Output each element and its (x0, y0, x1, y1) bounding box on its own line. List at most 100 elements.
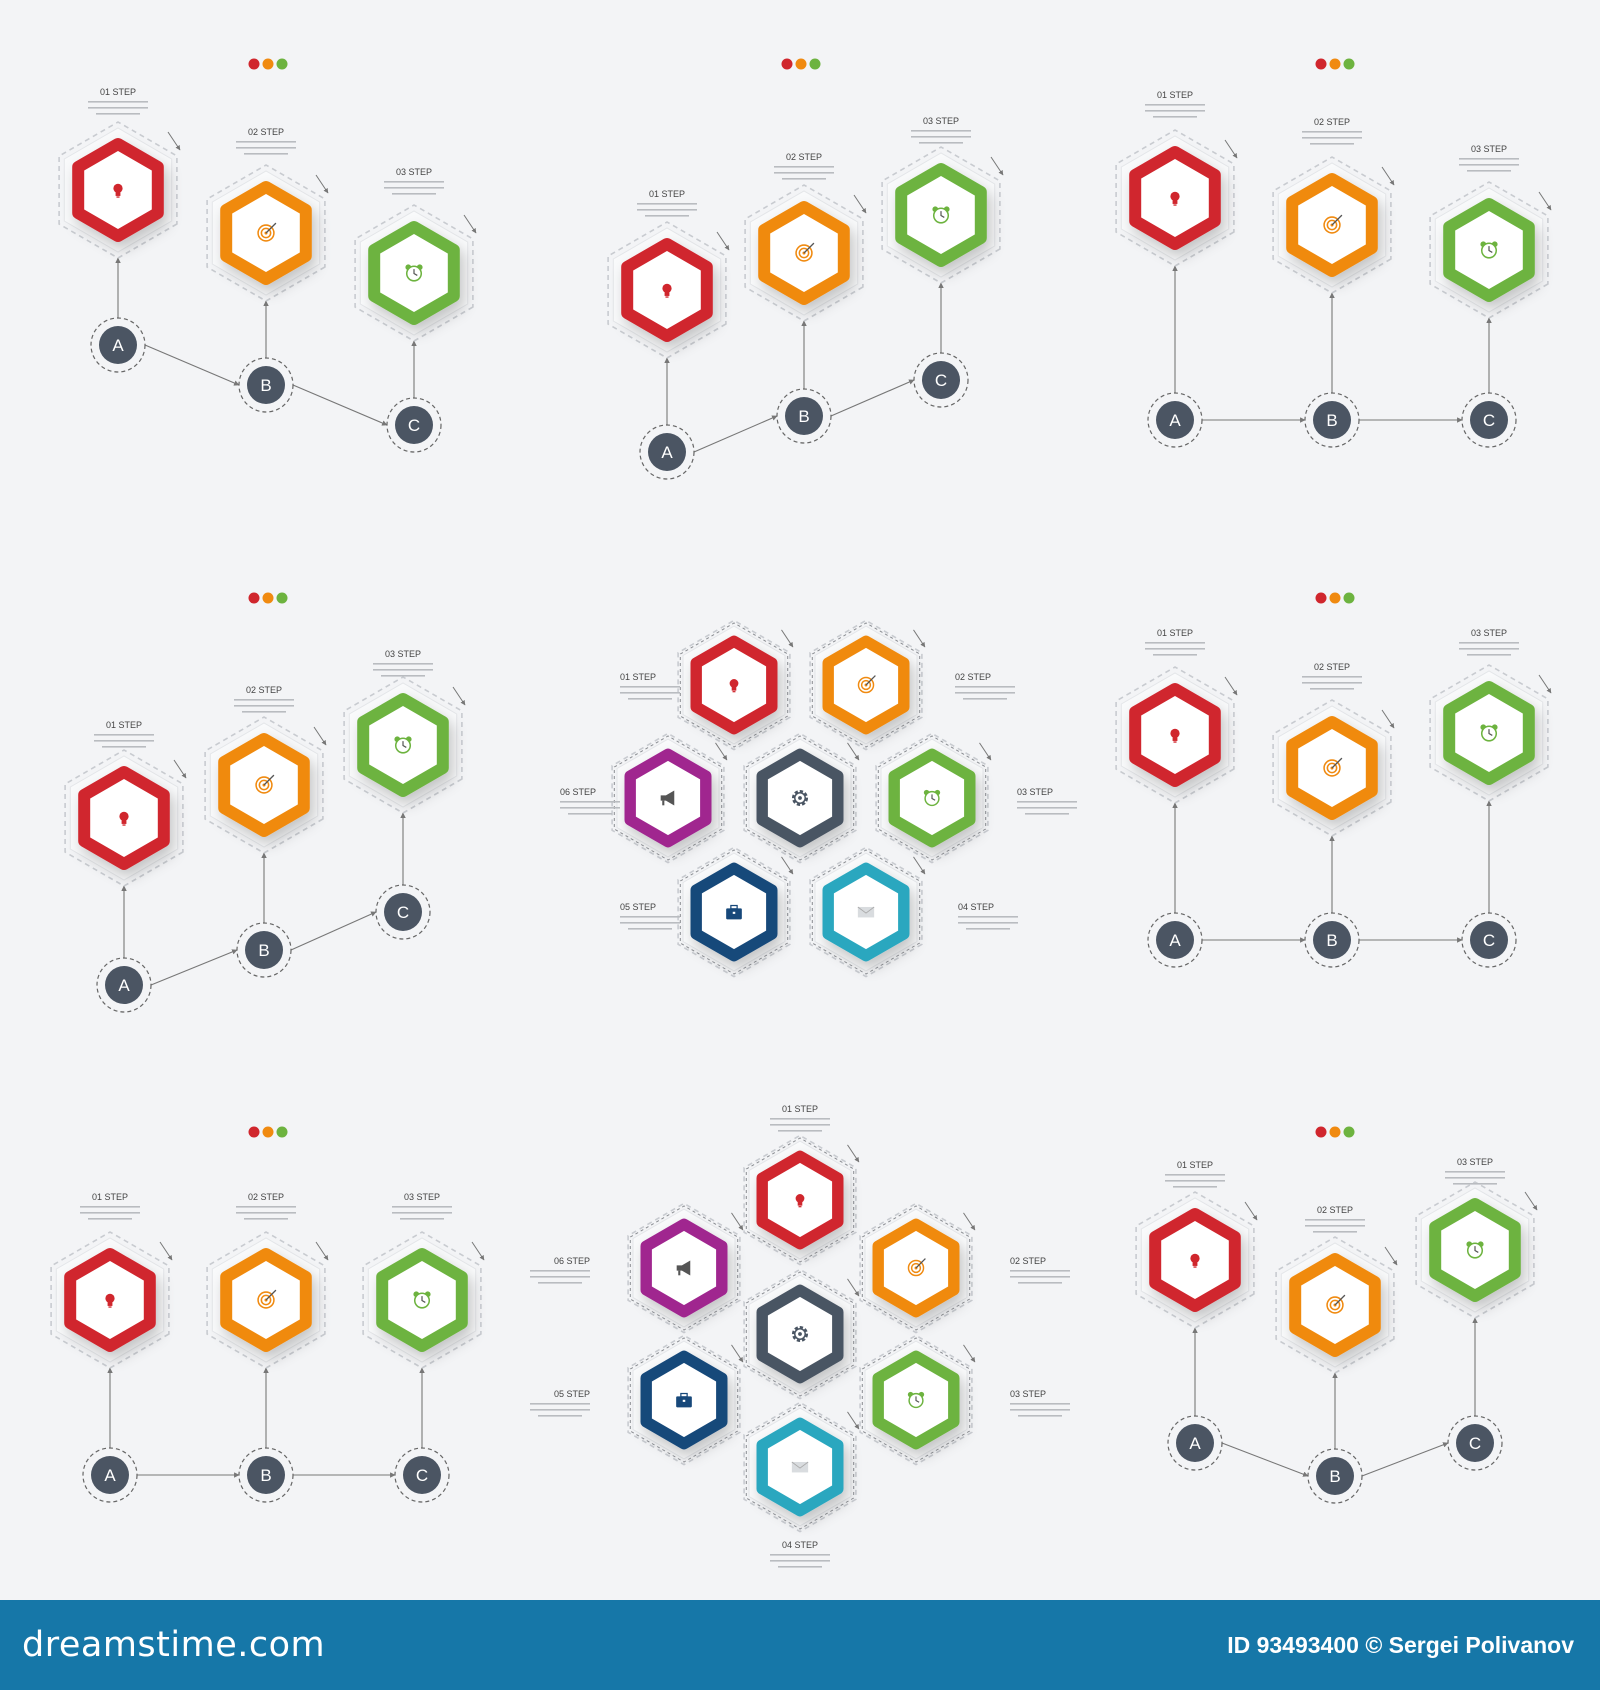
step-label: 06 STEP (560, 787, 620, 815)
step-hexagon-orange (744, 184, 867, 322)
diagram-mark (1329, 592, 1341, 604)
node-letter: C (1483, 411, 1495, 430)
milestone-node: B (238, 357, 294, 413)
step-label-text: 02 STEP (1314, 117, 1350, 127)
diagram-mark (860, 679, 872, 691)
diagram-mark (731, 1212, 744, 1231)
target-icon (257, 222, 277, 242)
step-label-text: 02 STEP (1010, 1256, 1046, 1266)
diagram-mark (662, 800, 665, 806)
diagram-mark (1459, 642, 1519, 644)
target-icon (257, 1289, 277, 1309)
diagram-mark (774, 166, 834, 168)
step-hexagon-purple (627, 1202, 744, 1334)
diagram-mark (1224, 139, 1238, 159)
node-letter: C (1483, 931, 1495, 950)
lightbulb-icon (105, 1293, 115, 1308)
diagram-mark (88, 1218, 132, 1220)
diagram-mark (847, 1144, 860, 1163)
diagram-mark (1343, 58, 1355, 70)
milestone-node: A (82, 1447, 138, 1503)
diagram-mark (1017, 801, 1077, 803)
diagram-mark (463, 214, 477, 234)
milestone-node: B (1307, 1448, 1363, 1504)
diagram-mark (276, 58, 288, 70)
step-label: 03 STEP (1459, 144, 1519, 172)
diagram-mark (1453, 1183, 1497, 1185)
node-letter: C (935, 371, 947, 390)
diagram-mark (88, 107, 148, 109)
diagram-mark (1326, 219, 1338, 231)
diagram-mark (778, 1130, 822, 1132)
color-dots (781, 58, 821, 70)
diagram-mark (1172, 200, 1178, 204)
step-label-text: 03 STEP (396, 167, 432, 177)
milestone-node: B (776, 388, 832, 444)
diagram-mark (798, 1206, 802, 1208)
cell-outline (613, 735, 723, 861)
diagram-mark (91, 1456, 129, 1494)
diagram-mark (373, 669, 433, 671)
diagram-mark (108, 1306, 112, 1308)
step-label-text: 03 STEP (385, 649, 421, 659)
diagram-mark (1461, 392, 1517, 448)
diagram-mark (244, 1218, 288, 1220)
diagram-mark (795, 1194, 805, 1203)
diagram-mark (1147, 392, 1203, 448)
step-label-text: 01 STEP (1157, 628, 1193, 638)
milestone-node: B (236, 922, 292, 978)
diagram-mark (770, 1560, 830, 1562)
alarm-clock-icon (1480, 724, 1498, 742)
cell-outline (745, 1271, 855, 1397)
node-letter: A (118, 976, 130, 995)
color-dots (248, 1126, 288, 1138)
diagram-mark (236, 141, 296, 143)
diagram-mark (530, 1276, 590, 1278)
diagram-mark (265, 222, 277, 234)
diagram-mark (1165, 1180, 1225, 1182)
diagram-mark (865, 675, 876, 686)
diagram-mark (276, 1126, 288, 1138)
diagram-mark (1018, 1282, 1062, 1284)
diagram-mark (1326, 762, 1338, 774)
diagram-mark (770, 1124, 830, 1126)
diagram-mark (1474, 1246, 1479, 1253)
diagram-mark (248, 592, 260, 604)
step-hexagon-red (1135, 1191, 1258, 1329)
step-label: 03 STEP (1459, 628, 1519, 656)
diagram-mark (1025, 813, 1069, 815)
diagram-mark (247, 1456, 285, 1494)
step-label: 03 STEP (911, 116, 971, 144)
diagram-mark (682, 1399, 686, 1402)
diagram-mark (1145, 648, 1205, 650)
step-label-text: 01 STEP (1177, 1160, 1213, 1170)
diagram-mark (395, 406, 433, 444)
step-label-text: 02 STEP (248, 127, 284, 137)
step-hexagon-green (343, 676, 466, 814)
step-label: 03 STEP (392, 1192, 452, 1220)
diagram-mark (1456, 1424, 1494, 1462)
diagram-mark (1459, 648, 1519, 650)
diagram-mark (743, 1134, 857, 1266)
diagram-mark (931, 794, 936, 801)
step-label-text: 03 STEP (1471, 144, 1507, 154)
step-label-text: 02 STEP (246, 685, 282, 695)
diagram-mark (257, 224, 275, 242)
node-letter: B (1329, 1467, 1340, 1486)
diagram-mark (620, 922, 680, 924)
diagram-mark (1173, 1186, 1217, 1188)
diagram-mark (102, 746, 146, 748)
diagram-mark (1315, 592, 1327, 604)
briefcase-icon (676, 1392, 692, 1408)
diagram-mark (1173, 204, 1177, 206)
node-letter: B (258, 941, 269, 960)
diagram-mark (1244, 1201, 1258, 1221)
diagram-mark (990, 156, 1004, 176)
diagram-mark (963, 698, 1007, 700)
diagram-mark (471, 1241, 485, 1261)
diagram-mark (770, 1118, 830, 1120)
diagram-mark (913, 352, 969, 408)
diagram-mark (400, 1218, 444, 1220)
diagram-mark (245, 931, 283, 969)
diagram-mark (1170, 191, 1180, 201)
